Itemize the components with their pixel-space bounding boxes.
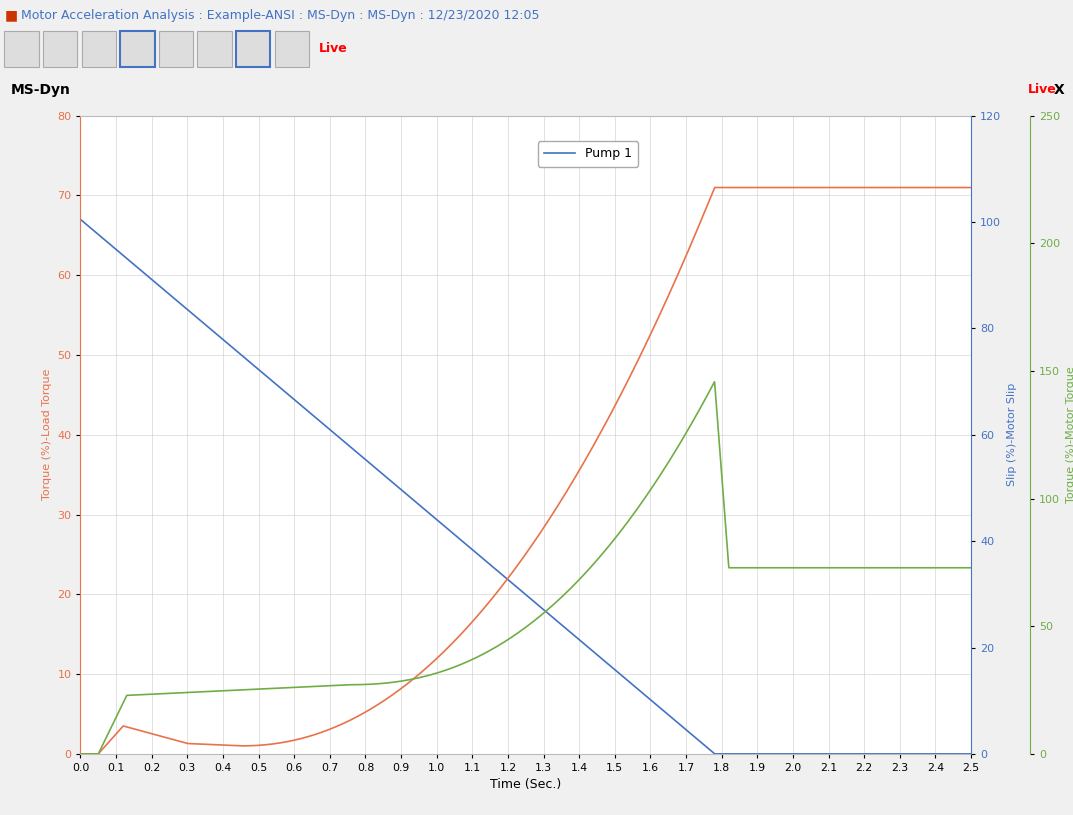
FancyBboxPatch shape [4, 31, 39, 67]
Pump 1 [449, 530, 461, 540]
Pump 1 [965, 749, 978, 759]
X-axis label: Time (Sec.): Time (Sec.) [490, 778, 561, 791]
Pump 1 [721, 749, 734, 759]
Pump 1 [938, 749, 951, 759]
Text: Live: Live [319, 42, 348, 55]
Pump 1 [455, 536, 468, 546]
FancyBboxPatch shape [82, 31, 116, 67]
FancyBboxPatch shape [236, 31, 270, 67]
Y-axis label: Torque (%)-Motor Torque: Torque (%)-Motor Torque [1065, 367, 1073, 503]
Text: Live: Live [1028, 83, 1057, 96]
Pump 1 [497, 571, 510, 581]
Y-axis label: Slip (%)-Motor Slip: Slip (%)-Motor Slip [1006, 383, 1017, 487]
Y-axis label: Torque (%)-Load Torque: Torque (%)-Load Torque [42, 369, 52, 500]
Text: MS-Dyn: MS-Dyn [11, 82, 71, 97]
Text: Motor Acceleration Analysis : Example-ANSI : MS-Dyn : MS-Dyn : 12/23/2020 12:05: Motor Acceleration Analysis : Example-AN… [21, 9, 540, 22]
FancyBboxPatch shape [197, 31, 232, 67]
Pump 1 [893, 749, 906, 759]
Legend: Pump 1: Pump 1 [538, 141, 638, 166]
FancyBboxPatch shape [275, 31, 309, 67]
Line: Pump 1: Pump 1 [80, 219, 971, 754]
FancyBboxPatch shape [159, 31, 193, 67]
Pump 1 [708, 749, 721, 759]
Pump 1 [74, 214, 87, 224]
FancyBboxPatch shape [43, 31, 77, 67]
Text: ■: ■ [4, 8, 17, 22]
FancyBboxPatch shape [120, 31, 155, 67]
Text: X: X [1054, 82, 1064, 97]
